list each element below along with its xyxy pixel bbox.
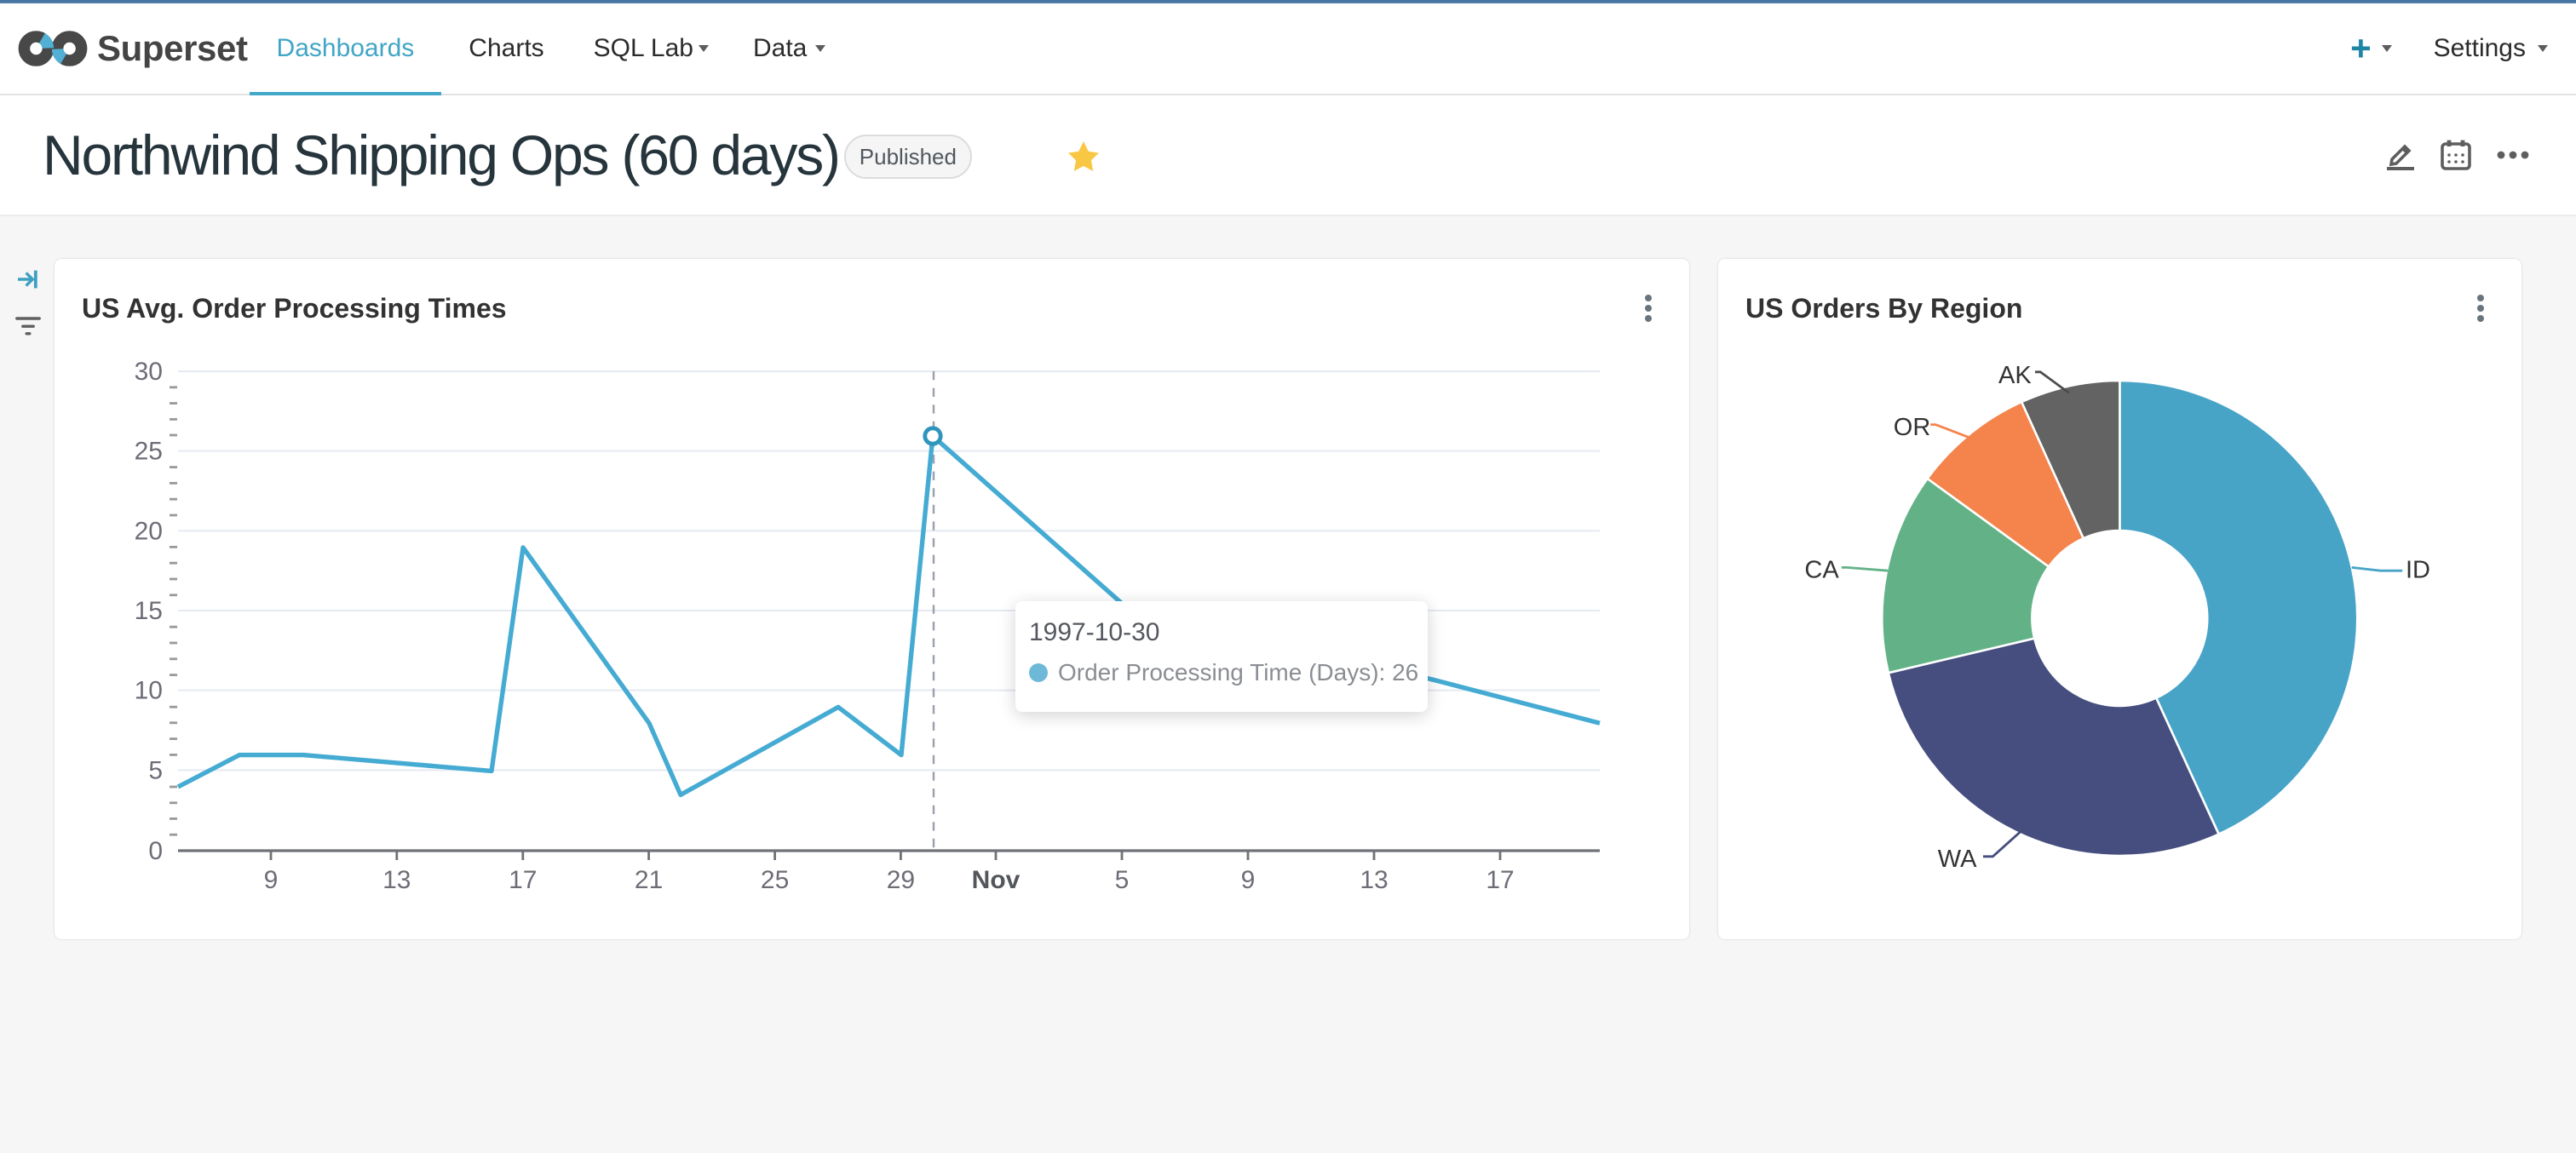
svg-text:5: 5 <box>1115 866 1130 894</box>
svg-text:20: 20 <box>135 517 163 545</box>
svg-text:25: 25 <box>761 866 789 894</box>
svg-text:ID: ID <box>2406 557 2430 584</box>
svg-text:17: 17 <box>509 866 537 894</box>
svg-text:0: 0 <box>148 837 163 865</box>
svg-text:5: 5 <box>148 756 163 784</box>
svg-text:10: 10 <box>135 677 163 705</box>
svg-text:17: 17 <box>1486 866 1514 894</box>
svg-text:9: 9 <box>1241 866 1256 894</box>
svg-text:AK: AK <box>1998 362 2032 389</box>
svg-text:13: 13 <box>382 866 411 894</box>
svg-text:Nov: Nov <box>972 866 1021 894</box>
svg-text:25: 25 <box>135 438 163 466</box>
svg-text:13: 13 <box>1360 866 1388 894</box>
svg-text:15: 15 <box>135 597 163 625</box>
svg-text:30: 30 <box>135 358 163 386</box>
svg-text:OR: OR <box>1894 414 1931 441</box>
svg-text:WA: WA <box>1938 846 1977 873</box>
svg-text:9: 9 <box>264 866 279 894</box>
svg-text:CA: CA <box>1804 557 1839 584</box>
svg-text:29: 29 <box>887 866 915 894</box>
svg-text:21: 21 <box>635 866 663 894</box>
